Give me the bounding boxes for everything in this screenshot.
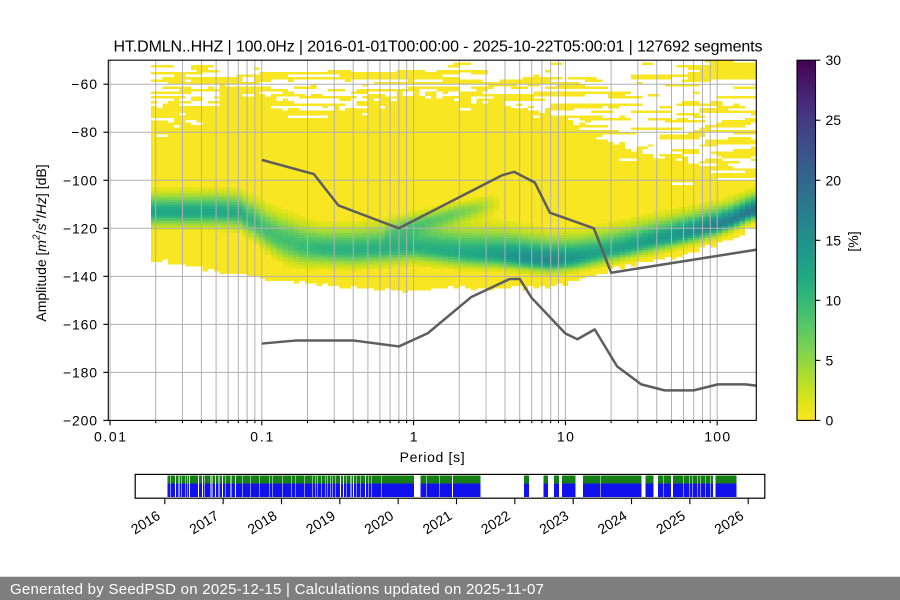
svg-text:20: 20 xyxy=(826,172,842,188)
svg-text:−80: −80 xyxy=(71,124,97,140)
svg-text:5: 5 xyxy=(826,352,834,368)
svg-text:−160: −160 xyxy=(63,316,97,332)
svg-text:−200: −200 xyxy=(63,412,97,428)
svg-text:[%]: [%] xyxy=(845,231,861,251)
svg-text:15: 15 xyxy=(826,232,842,248)
svg-text:−180: −180 xyxy=(63,364,97,380)
svg-text:30: 30 xyxy=(826,52,842,68)
svg-text:Period [s]: Period [s] xyxy=(400,449,465,465)
svg-text:10: 10 xyxy=(557,429,574,445)
svg-text:25: 25 xyxy=(826,112,842,128)
svg-text:0.01: 0.01 xyxy=(94,429,126,445)
svg-text:Generated by SeedPSD on 2025-1: Generated by SeedPSD on 2025-12-15 | Cal… xyxy=(10,581,544,598)
svg-text:−60: −60 xyxy=(71,76,97,92)
svg-text:0.1: 0.1 xyxy=(250,429,273,445)
svg-text:0: 0 xyxy=(826,412,834,428)
svg-text:Amplitude [m2/s4/Hz] [dB]: Amplitude [m2/s4/Hz] [dB] xyxy=(32,164,50,321)
svg-text:1: 1 xyxy=(410,429,418,445)
svg-text:100: 100 xyxy=(704,429,730,445)
svg-text:−120: −120 xyxy=(63,220,97,236)
svg-text:−100: −100 xyxy=(63,172,97,188)
svg-text:−140: −140 xyxy=(63,268,97,284)
svg-text:HT.DMLN..HHZ | 100.0Hz | 2016-: HT.DMLN..HHZ | 100.0Hz | 2016-01-01T00:0… xyxy=(114,39,763,56)
svg-text:10: 10 xyxy=(826,292,842,308)
